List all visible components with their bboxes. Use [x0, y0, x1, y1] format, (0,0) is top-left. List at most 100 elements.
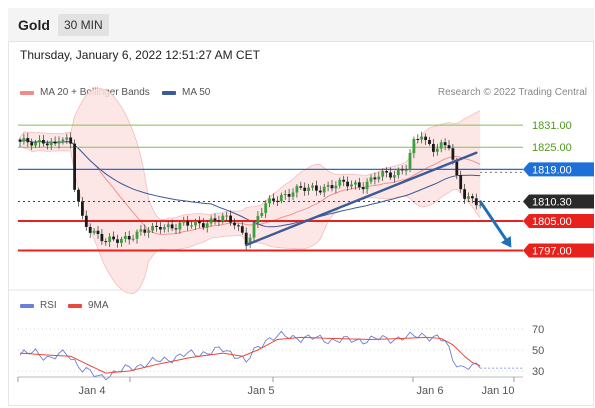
candle-body — [311, 185, 314, 188]
candle-body — [84, 215, 88, 227]
candle-body — [385, 171, 388, 173]
candle-body — [322, 186, 326, 193]
candle-body — [186, 220, 190, 226]
rsi-tick-label: 50 — [532, 345, 544, 357]
research-credit: Research © 2022 Trading Central — [437, 87, 587, 98]
candle-body — [225, 215, 229, 217]
candle-body — [303, 187, 307, 191]
candle-body — [478, 204, 482, 206]
candle-body — [155, 225, 158, 227]
candle-body — [276, 200, 279, 202]
candle-body — [34, 142, 37, 146]
candle-body — [377, 176, 381, 180]
candle-body — [81, 201, 84, 216]
datetime-label: Thursday, January 6, 2022 12:51:27 AM CE… — [20, 48, 260, 62]
candle-body — [139, 229, 143, 232]
candle-body — [412, 138, 416, 154]
candle-body — [326, 185, 330, 187]
candle-body — [354, 182, 357, 185]
rsi-legend-label: RSI — [40, 300, 57, 311]
candle-body — [104, 241, 108, 243]
candle-body — [65, 137, 69, 140]
candle-body — [338, 179, 342, 186]
candle-body — [252, 223, 256, 238]
candle-body — [283, 193, 287, 195]
candle-body — [474, 198, 478, 206]
candle-body — [248, 237, 252, 245]
candle-body — [151, 225, 154, 231]
candle-body — [221, 215, 225, 222]
candle-body — [459, 175, 463, 190]
bollinger-upper-line — [19, 88, 481, 220]
candle-body — [342, 179, 346, 182]
candle-body — [272, 198, 275, 201]
candle-body — [45, 143, 49, 146]
rsi-tick-label: 70 — [532, 324, 544, 336]
level-label-support: 1797.00 — [532, 246, 572, 258]
candle-body — [240, 226, 244, 233]
ma9-legend-label: 9MA — [88, 300, 109, 311]
candle-body — [57, 141, 61, 144]
forecast-arrow-head — [500, 235, 512, 248]
candle-body — [213, 218, 217, 221]
candle-body — [451, 148, 455, 160]
candle-body — [299, 186, 303, 188]
candle-body — [217, 220, 221, 222]
candle-body — [69, 137, 73, 144]
level-tag-last_price — [523, 194, 594, 209]
candle-body — [307, 187, 310, 191]
candle-body — [334, 185, 338, 189]
candle-body — [159, 226, 162, 230]
candle-body — [112, 236, 115, 240]
x-tick-label: Jan 10 — [481, 385, 514, 397]
candle-body — [127, 236, 131, 240]
candle-body — [92, 230, 96, 233]
level-label-current_level: 1819.00 — [532, 164, 572, 176]
ma50-legend-swatch — [162, 91, 176, 95]
level-tag-support — [523, 214, 594, 229]
candle-body — [96, 230, 100, 234]
x-tick-label: Jan 5 — [248, 385, 275, 397]
candle-body — [365, 181, 369, 190]
level-label-last_price: 1810.30 — [532, 196, 572, 208]
candle-body — [291, 192, 295, 197]
candle-body — [256, 215, 260, 224]
candle-body — [166, 224, 170, 228]
candle-body — [264, 203, 268, 213]
candle-body — [350, 184, 353, 187]
candle-body — [42, 139, 45, 144]
level-tag-current_level — [523, 162, 594, 177]
candle-body — [428, 140, 431, 144]
rsi-line — [19, 330, 481, 381]
candle-body — [147, 230, 151, 233]
candle-body — [424, 136, 427, 141]
candle-body — [123, 236, 127, 239]
level-label-resistance: 1825.00 — [532, 142, 572, 154]
candle-body — [88, 226, 92, 233]
candle-body — [205, 223, 209, 228]
candle-body — [174, 228, 178, 230]
rsi-ma9-line — [19, 336, 481, 374]
candle-body — [389, 172, 392, 178]
candle-body — [381, 171, 385, 177]
candle-body — [400, 169, 404, 171]
candle-body — [18, 139, 22, 142]
candle-body — [198, 220, 201, 224]
candle-body — [53, 141, 57, 144]
candle-body — [463, 189, 466, 199]
candle-body — [393, 175, 396, 178]
candle-body — [120, 238, 123, 243]
candle-body — [49, 141, 53, 146]
bollinger-band-fill — [20, 88, 481, 294]
candle-body — [443, 142, 447, 146]
candle-body — [38, 139, 41, 143]
candle-body — [369, 177, 373, 182]
candle-body — [233, 222, 236, 226]
candle-body — [131, 238, 135, 240]
candle-body — [346, 181, 349, 187]
x-tick-label: Jan 4 — [79, 385, 106, 397]
timeframe-badge[interactable]: 30 MIN — [58, 14, 109, 36]
x-tick-label: Jan 6 — [417, 385, 444, 397]
level-label-resistance: 1831.00 — [532, 120, 572, 132]
